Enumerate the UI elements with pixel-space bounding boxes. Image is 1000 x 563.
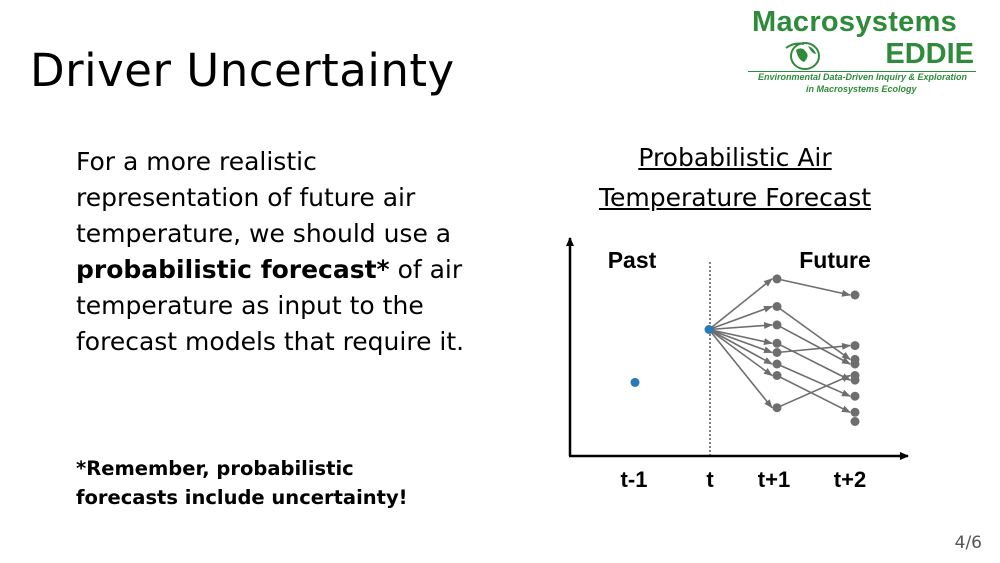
ensemble-point-t2: [850, 341, 860, 351]
body-text-start: For a more realistic representation of f…: [76, 147, 452, 248]
logo-subtitle-1: Environmental Data-Driven Inquiry & Expl…: [758, 72, 968, 82]
x-tick-label: t+2: [834, 467, 866, 492]
ensemble-arrow-step2: [776, 374, 851, 409]
ensemble-arrow-step1: [708, 328, 773, 377]
ensemble-arrow-step2: [776, 374, 851, 414]
x-tick-label: t-1: [621, 467, 648, 492]
body-paragraph: For a more realistic representation of f…: [76, 144, 476, 360]
logo-divider: [748, 71, 976, 72]
ensemble-arrow-step2: [776, 342, 851, 354]
ensemble-point-t2: [850, 407, 860, 417]
ensemble-point-t1: [772, 359, 782, 369]
ensemble-arrow-step1: [708, 321, 773, 331]
ensemble-arrow-step1: [708, 328, 773, 409]
ensemble-point-t1: [772, 403, 782, 413]
ensemble-point-t1: [772, 348, 782, 357]
ensemble-point-t1: [772, 274, 782, 284]
ensemble-point-t2: [850, 359, 860, 369]
logo-text-eddie: EDDIE: [885, 38, 974, 70]
x-tick-label: t: [706, 467, 714, 492]
logo-text-macrosystems: Macrosystems: [752, 6, 958, 38]
footnote-line-1: *Remember, probabilistic: [76, 457, 354, 480]
ensemble-arrow-step1: [708, 328, 773, 365]
observed-point: [704, 325, 714, 334]
chart-title-line-2: Temperature Forecast: [598, 183, 872, 212]
body-text-bold: probabilistic forecast*: [76, 255, 390, 284]
page-number: 4/6: [954, 533, 982, 553]
ensemble-arrow-step1: [708, 278, 773, 331]
ensemble-arrow-step2: [776, 363, 851, 397]
globe-icon: [785, 42, 820, 70]
ensemble-point-t2: [850, 391, 860, 401]
ensemble-point-t1: [772, 338, 782, 348]
observed-point: [630, 377, 640, 387]
slide-title: Driver Uncertainty: [30, 44, 455, 97]
region-label-past: Past: [608, 247, 657, 273]
ensemble-point-t2: [850, 375, 860, 385]
ensemble-arrow-step1: [708, 305, 773, 331]
ensemble-point-t2: [850, 417, 860, 426]
ensemble-point-t2: [850, 290, 860, 300]
logo-subtitle-2: in Macrosystems Ecology: [806, 84, 917, 94]
footnote: *Remember, probabilistic forecasts inclu…: [76, 454, 476, 512]
chart-title-line-1: Probabilistic Air: [638, 143, 832, 172]
ensemble-arrow-step1: [708, 328, 773, 346]
footnote-line-2: forecasts include uncertainty!: [76, 486, 408, 509]
chart-title: Probabilistic Air Temperature Forecast: [570, 138, 900, 218]
ensemble-point-t1: [772, 320, 782, 330]
ensemble-arrow-step2: [776, 305, 851, 361]
macrosystems-eddie-logo: Macrosystems EDDIE Environmental Data-Dr…: [740, 4, 990, 100]
ensemble-arrow-step2: [776, 324, 851, 365]
ensemble-point-t1: [772, 371, 782, 380]
x-tick-label: t+1: [758, 467, 790, 492]
ensemble-arrow-step1: [708, 328, 773, 354]
ensemble-arrow-step2: [776, 278, 851, 297]
body-text-end: of air temperature as input to the forec…: [76, 255, 465, 356]
ensemble-point-t1: [772, 302, 782, 311]
region-label-future: Future: [799, 247, 871, 273]
ensemble-arrow-step2: [776, 342, 851, 381]
